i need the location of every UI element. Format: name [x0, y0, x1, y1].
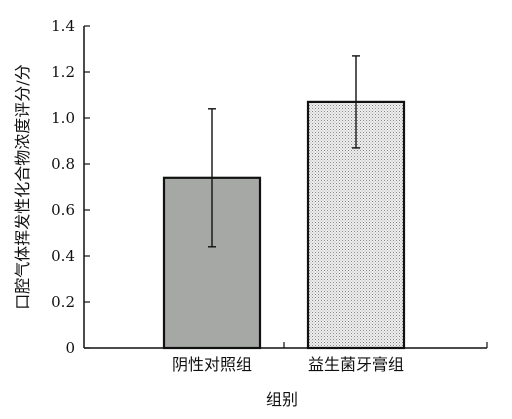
- y-tick-label: 0.2: [51, 293, 75, 311]
- x-category-label: 益生菌牙膏组: [308, 355, 404, 374]
- y-tick-label: 0.6: [51, 201, 75, 219]
- x-category-label: 阴性对照组: [172, 355, 252, 374]
- y-ticks: 0 0.2 0.4 0.6 0.8 1.0 1.2 1.4: [51, 17, 90, 357]
- y-tick-label: 1.0: [51, 109, 75, 127]
- y-tick-label: 1.4: [51, 17, 75, 35]
- y-tick-label: 1.2: [51, 63, 75, 81]
- y-tick-label: 0.4: [51, 247, 75, 265]
- y-tick-label: 0: [65, 339, 75, 357]
- axes-layer: [83, 26, 488, 349]
- bars-layer: [162, 100, 406, 350]
- y-tick-label: 0.8: [51, 155, 75, 173]
- error-bars: [208, 55, 360, 248]
- x-category-labels: 阴性对照组 益生菌牙膏组: [172, 355, 404, 374]
- y-axis-title: 口腔气体挥发性化合物浓度评分/分: [13, 64, 32, 309]
- x-axis-title: 组别: [266, 390, 298, 409]
